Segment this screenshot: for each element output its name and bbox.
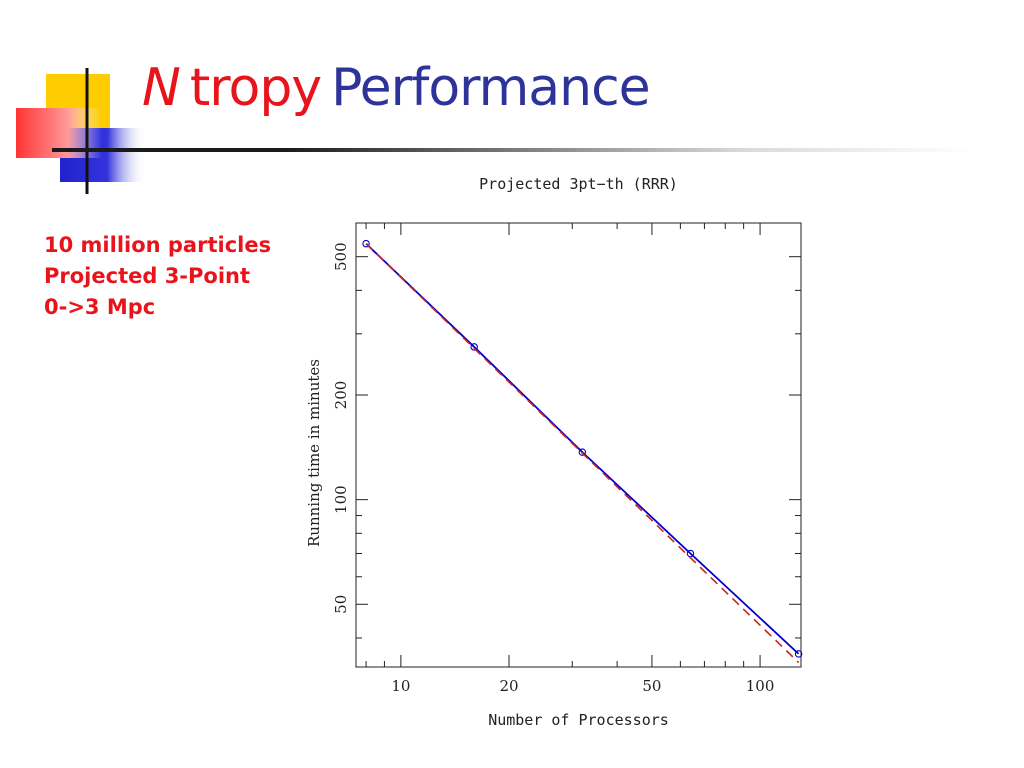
title-underline	[52, 148, 972, 152]
plot-frame	[355, 222, 802, 668]
data-point-marker	[362, 239, 370, 248]
x-axis-ticks: 10 20 50 100	[365, 223, 775, 695]
y-axis-ticks: 50 100 200 500	[332, 242, 801, 639]
chart-svg: Projected 3pt−th (RRR) 10 20 50 100 50 100 20…	[305, 175, 803, 729]
title-performance: Performance	[331, 58, 651, 118]
side-note-particles: 10 million particles	[44, 233, 272, 257]
y-tick-label: 50	[332, 595, 350, 614]
series-layer	[362, 239, 803, 664]
side-note-projection: Projected 3-Point	[44, 264, 251, 288]
title-n: N	[142, 58, 181, 118]
x-axis-label: Number of Processors	[488, 711, 669, 729]
y-axis-label: Running time in minutes	[305, 359, 323, 547]
side-notes: 10 million particles Projected 3-Point 0…	[44, 230, 271, 323]
data-point-marker	[578, 448, 587, 456]
side-note-range: 0->3 Mpc	[44, 295, 156, 319]
data-point-marker	[794, 650, 803, 658]
y-tick-label: 100	[332, 485, 350, 514]
x-tick-label: 50	[642, 677, 661, 695]
x-tick-label: 100	[746, 677, 775, 695]
slide-logo-graphic	[16, 68, 146, 194]
x-tick-label: 10	[391, 677, 410, 695]
ideal-scaling-line	[365, 243, 800, 664]
y-tick-label: 500	[332, 242, 350, 271]
y-tick-label: 200	[332, 381, 350, 410]
x-tick-label: 20	[499, 677, 518, 695]
title-tropy: tropy	[189, 58, 322, 118]
performance-chart: Projected 3pt−th (RRR) 10 20 50 100 50 100 20…	[290, 165, 810, 740]
chart-title: Projected 3pt−th (RRR)	[479, 175, 678, 193]
data-point-marker	[470, 343, 478, 351]
